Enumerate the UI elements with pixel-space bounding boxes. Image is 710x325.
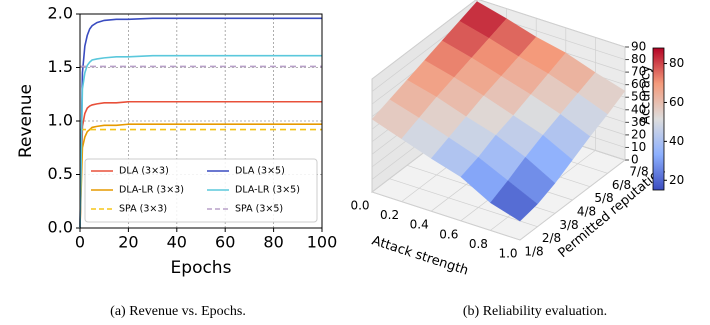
- x-tick-label: 0: [75, 233, 85, 252]
- surface-cell: [490, 180, 538, 222]
- z-tick-label: 80: [631, 52, 646, 66]
- legend-box: [84, 158, 318, 223]
- z-tick-label: 90: [631, 40, 646, 54]
- x-tick-label: 0.8: [469, 237, 488, 251]
- colorbar-tick-label: 40: [669, 134, 684, 148]
- z-tick-label: 40: [631, 102, 646, 116]
- y-tick-label: 6/8: [612, 178, 631, 192]
- x-tick-label: 80: [263, 233, 283, 252]
- y-tick-label: 3/8: [559, 218, 578, 232]
- grid-line: [371, 191, 521, 241]
- series-line: [79, 17, 322, 229]
- x-tick-label: 60: [215, 233, 235, 252]
- x-tick-label: 0.2: [380, 208, 399, 222]
- caption: (a) Revenue vs. Epochs.: [110, 304, 246, 319]
- caption: (b) Reliability evaluation.: [463, 304, 607, 319]
- y-axis-label: Revenue: [16, 84, 36, 158]
- legend-label: DLA-LR (3×3): [119, 185, 184, 196]
- z-tick-label: 20: [631, 127, 646, 141]
- x-axis-label: Epochs: [171, 258, 232, 278]
- series-line: [79, 100, 322, 229]
- legend-label: DLA (3×3): [119, 166, 169, 177]
- series-line: [79, 54, 322, 229]
- z-tick-label: 70: [631, 65, 646, 79]
- y-tick-label: 1.5: [48, 57, 73, 76]
- colorbar-tick-label: 60: [669, 95, 684, 109]
- legend-label: DLA (3×5): [235, 166, 285, 177]
- y-tick-label: 1/8: [524, 245, 543, 259]
- colorbar-tick-label: 20: [669, 173, 684, 187]
- plot-frame: [79, 13, 323, 229]
- x-tick-label: 0.4: [410, 218, 429, 232]
- x-tick-label: 0.6: [439, 227, 458, 241]
- x-tick-label: 40: [167, 233, 187, 252]
- z-tick-label: 50: [631, 90, 646, 104]
- legend-label: SPA (3×3): [119, 204, 167, 215]
- y-tick-label: 2.0: [48, 4, 73, 23]
- grid-line: [371, 0, 477, 80]
- grid-line: [389, 178, 538, 227]
- legend-label: DLA-LR (3×5): [235, 185, 300, 196]
- grid-line: [478, 0, 626, 48]
- y-tick-label: 4/8: [577, 205, 596, 219]
- y-tick-label: 5/8: [594, 191, 613, 205]
- colorbar-tick-label: 80: [669, 56, 684, 70]
- z-tick-label: 0: [631, 153, 639, 167]
- legend-label: SPA (3×5): [235, 204, 283, 215]
- x-tick-label: 100: [307, 233, 338, 252]
- y-tick-label: 1.0: [48, 111, 73, 130]
- x-tick-label: 20: [118, 233, 138, 252]
- z-tick-label: 30: [631, 115, 646, 129]
- z-axis-label: Accuracy: [639, 65, 654, 125]
- x-tick-label: 1.0: [498, 247, 517, 261]
- y-tick-label: 0.0: [48, 218, 73, 237]
- y-tick-label: 2/8: [542, 231, 561, 245]
- x-tick-label: 0.0: [350, 199, 369, 213]
- y-tick-label: 0.5: [48, 164, 73, 183]
- z-tick-label: 10: [631, 140, 646, 154]
- series-line: [79, 123, 322, 229]
- colorbar: [652, 47, 665, 191]
- z-tick-label: 60: [631, 77, 646, 91]
- y-tick-label: 7/8: [629, 165, 648, 179]
